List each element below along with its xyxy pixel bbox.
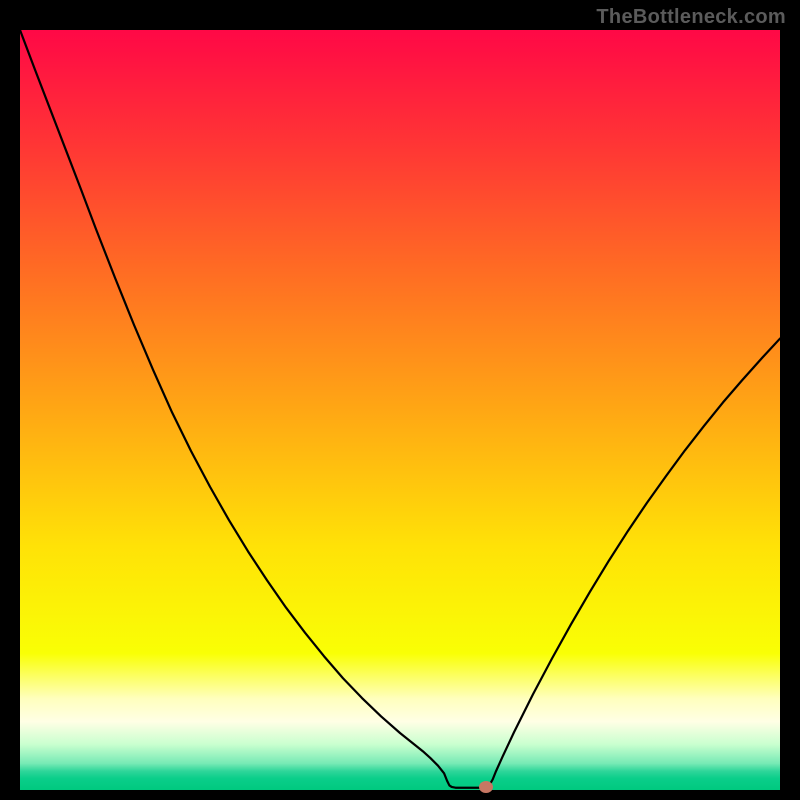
- chart-frame: TheBottleneck.com: [0, 0, 800, 800]
- plot-background: [20, 30, 780, 790]
- bottleneck-plot: [20, 30, 780, 790]
- watermark-label: TheBottleneck.com: [596, 6, 786, 29]
- optimum-marker: [479, 781, 493, 793]
